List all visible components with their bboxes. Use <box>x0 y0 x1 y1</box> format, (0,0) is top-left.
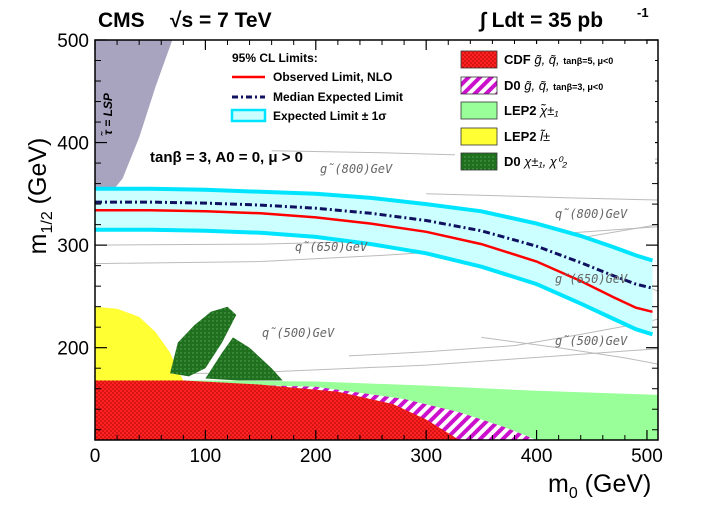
legend-lep2-chargino-exp: LEP2 <box>504 103 537 118</box>
d0-gaugino-region-2 <box>205 337 283 381</box>
legend-d0-squark-sub: tanβ=3, μ<0 <box>553 82 603 92</box>
contour-label-5: g̃(800)GeV <box>320 162 393 176</box>
y-tick-label: 200 <box>57 339 89 360</box>
y-tick-label: 500 <box>57 31 89 52</box>
legend-d0-gaugino-exp: D0 <box>504 154 521 169</box>
legend-title: 95% CL Limits: <box>232 51 318 65</box>
limits-legend: 95% CL Limits: Observed Limit, NLO Media… <box>230 51 403 123</box>
legend-lep2-slepton-swatch <box>460 127 498 146</box>
legend-d0-gaugino-desc: χ±₁, χ⁰₂ <box>523 154 567 169</box>
contour-label-4: q̃(800)GeV <box>555 207 628 221</box>
contour-label-3: g̃(650)GeV <box>555 272 628 286</box>
legend-d0-squark-label: D0 g̃, q̃, tanβ=3, μ<0 <box>504 78 603 93</box>
legend-observed-label: Observed Limit, NLO <box>273 70 392 84</box>
legend-d0-squark-swatch <box>460 76 498 95</box>
axes: 0 100 200 300 400 500 200 300 400 500 <box>57 31 663 467</box>
y-tick-label: 400 <box>57 134 89 155</box>
x-axis-label-unit: (GeV) <box>578 470 652 498</box>
excluded-legend: CDF g̃, q̃, tanβ=5, μ<0 D0 g̃, q̃, tanβ=… <box>455 44 655 176</box>
contour-curve-4 <box>426 193 658 201</box>
contour-label-0: q̃(500)GeV <box>262 326 335 340</box>
expected-band-upper <box>95 186 654 263</box>
contour-label-2: q̃(650)GeV <box>295 240 368 254</box>
contour-label-1: g̃(500)GeV <box>555 334 628 348</box>
legend-lep2-chargino-desc: χ̃±₁ <box>539 103 558 118</box>
expected-band-fill <box>95 188 653 335</box>
legend-lep2-slepton-label: LEP2 l̃± <box>504 129 550 144</box>
legend-cdf-swatch <box>460 50 498 69</box>
legend-lep2-chargino-label: LEP2 χ̃±₁ <box>504 103 558 118</box>
stau-lsp-region <box>95 40 173 205</box>
contour-curve-1 <box>95 348 658 376</box>
y-axis-label-main: m <box>24 234 52 255</box>
legend-lep2-chargino-swatch <box>460 101 498 120</box>
params-annotation: tanβ = 3, A0 = 0, μ > 0 <box>150 149 303 166</box>
x-tick-label: 400 <box>521 446 553 467</box>
x-tick-label: 0 <box>90 446 101 467</box>
legend-d0-gaugino-label: D0 χ±₁, χ⁰₂ <box>504 154 567 169</box>
experiment-label: CMS <box>98 9 145 32</box>
legend-cdf-exp: CDF <box>504 52 531 67</box>
legend-d0-squark-desc: g̃, q̃, <box>524 78 549 93</box>
legend-expected-label: Median Expected Limit <box>273 90 403 104</box>
expected-band-lower <box>95 227 654 337</box>
legend-d0-gaugino-swatch <box>460 152 498 171</box>
luminosity-exponent: -1 <box>637 5 649 20</box>
legend-cdf-label: CDF g̃, q̃, tanβ=5, μ<0 <box>504 52 613 67</box>
median-expected-line <box>95 200 653 290</box>
observed-limit-line <box>95 209 653 314</box>
legend-d0-squark-exp: D0 <box>504 78 521 93</box>
energy-label: √s = 7 TeV <box>170 9 272 32</box>
legend-band-swatch <box>230 108 267 123</box>
y-axis-label-unit: (GeV) <box>24 138 52 212</box>
lep2-slepton-region <box>95 306 184 381</box>
plot-area <box>95 40 658 440</box>
legend-band-label: Expected Limit ± 1σ <box>273 109 387 123</box>
x-tick-label: 500 <box>631 446 663 467</box>
y-axis-label-sub: 1/2 <box>39 211 56 233</box>
x-axis-label: m0 (GeV) <box>548 470 651 502</box>
stau-lsp-label: τ̃ = LSP <box>100 92 115 136</box>
legend-lep2-slepton-desc: l̃± <box>540 129 550 144</box>
luminosity-label: ∫ Ldt = 35 pb <box>478 9 603 32</box>
cdf-squark-region <box>95 380 460 440</box>
contour-curve-6 <box>481 336 658 365</box>
y-tick-label: 300 <box>57 236 89 257</box>
d0-gaugino-region-1 <box>170 306 237 377</box>
x-axis-label-sub: 0 <box>569 485 578 502</box>
y-axis-label: m1/2 (GeV) <box>24 138 56 255</box>
legend-lep2-slepton-exp: LEP2 <box>504 129 537 144</box>
x-tick-label: 200 <box>300 446 332 467</box>
x-tick-label: 300 <box>410 446 442 467</box>
plot-frame <box>94 39 659 441</box>
x-tick-label: 100 <box>190 446 222 467</box>
legend-cdf-sub: tanβ=5, μ<0 <box>563 56 613 66</box>
legend-cdf-desc: g̃, q̃, <box>534 52 559 67</box>
x-axis-label-main: m <box>548 470 569 498</box>
